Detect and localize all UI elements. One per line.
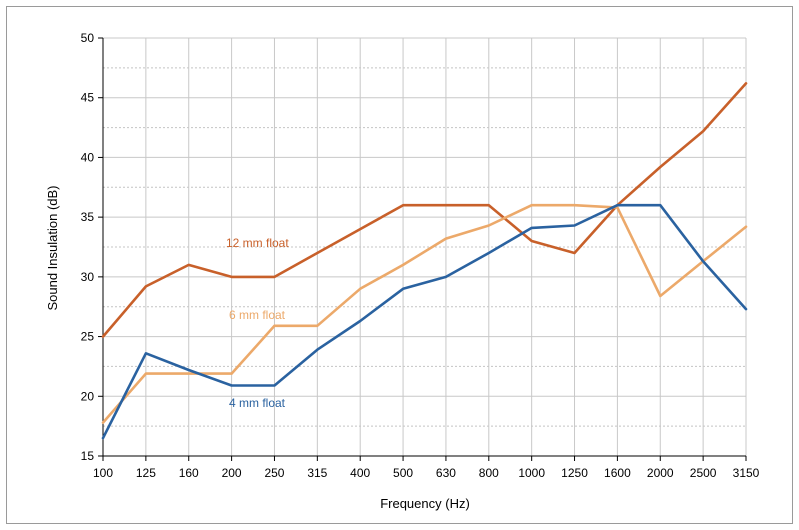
x-tick-label: 100	[93, 466, 113, 480]
x-tick-label: 315	[307, 466, 327, 480]
x-tick-label: 2000	[647, 466, 674, 480]
y-tick-label: 15	[81, 449, 95, 463]
series-label-12-mm-float: 12 mm float	[226, 236, 289, 250]
series-line-12-mm-float	[101, 82, 748, 338]
x-tick-label: 630	[436, 466, 456, 480]
grid	[102, 37, 747, 457]
y-tick-label: 20	[81, 389, 95, 403]
x-tick-label: 1000	[518, 466, 545, 480]
chart-frame	[6, 6, 793, 524]
x-tick-label: 1600	[604, 466, 631, 480]
y-tick-label: 45	[81, 91, 95, 105]
series-line-4-mm-float	[101, 203, 748, 440]
x-tick-label: 400	[350, 466, 370, 480]
y-tick-label: 35	[81, 210, 95, 224]
x-tick-label: 500	[393, 466, 413, 480]
x-tick-label: 200	[222, 466, 242, 480]
series	[101, 82, 748, 440]
x-tick-label: 250	[264, 466, 284, 480]
axes: 15 20 25 30 35 40 45 50 100 125 160 200 250 315 400 500…	[81, 31, 760, 480]
x-tick-label: 2500	[690, 466, 717, 480]
x-tick-label: 3150	[733, 466, 760, 480]
x-tick-label: 160	[179, 466, 199, 480]
y-tick-label: 40	[81, 150, 95, 164]
y-tick-label: 50	[81, 31, 95, 45]
y-tick-label: 25	[81, 330, 95, 344]
series-label-6-mm-float: 6 mm float	[229, 308, 286, 322]
y-tick-label: 30	[81, 270, 95, 284]
series-label-4-mm-float: 4 mm float	[229, 396, 286, 410]
series-labels: 12 mm float 6 mm float 4 mm float	[226, 236, 289, 410]
x-tick-label: 800	[479, 466, 499, 480]
x-axis-label: Frequency (Hz)	[380, 496, 470, 511]
y-axis-label: Sound Insulation (dB)	[45, 185, 60, 310]
x-tick-label: 125	[136, 466, 156, 480]
series-line-6-mm-float	[101, 203, 748, 424]
x-tick-label: 1250	[561, 466, 588, 480]
